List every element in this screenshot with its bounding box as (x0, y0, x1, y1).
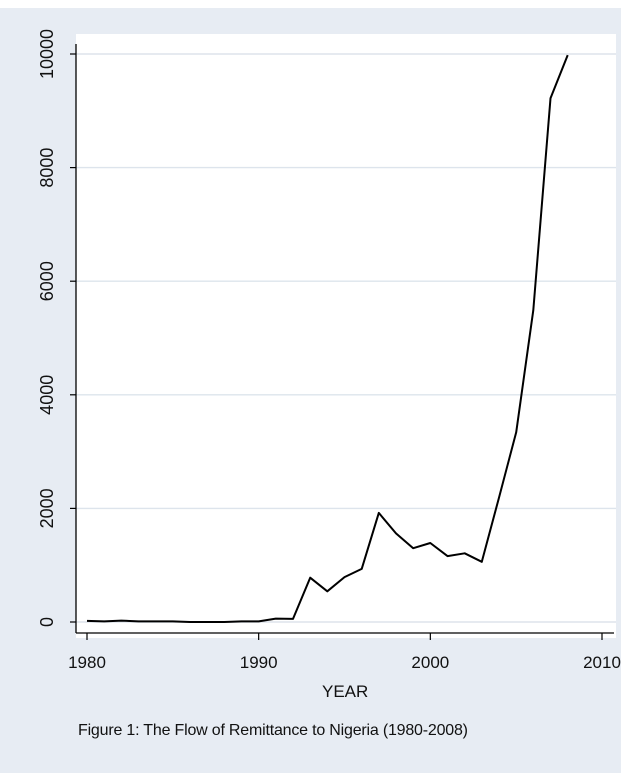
axes (70, 44, 614, 640)
y-tick-label: 2000 (37, 488, 57, 528)
y-tick-label: 0 (37, 617, 57, 627)
series-line (86, 54, 569, 623)
y-tick-label: 6000 (37, 261, 57, 301)
figure-caption: Figure 1: The Flow of Remittance to Nige… (78, 722, 468, 739)
y-tick-label: 8000 (37, 148, 57, 188)
plot-area (76, 34, 616, 638)
x-axis-label: YEAR (322, 682, 369, 701)
y-tick-label: 4000 (37, 375, 57, 415)
tick-labels: 0 2000 4000 6000 8000 10000 1980 1990 2000 2010 (37, 29, 621, 672)
x-tick-label: 2000 (411, 653, 449, 672)
x-tick-label: 2010 (583, 653, 621, 672)
series-lines (86, 54, 569, 623)
y-tick-label: 10000 (37, 29, 57, 79)
x-tick-label: 1980 (68, 653, 106, 672)
x-tick-label: 1990 (240, 653, 278, 672)
